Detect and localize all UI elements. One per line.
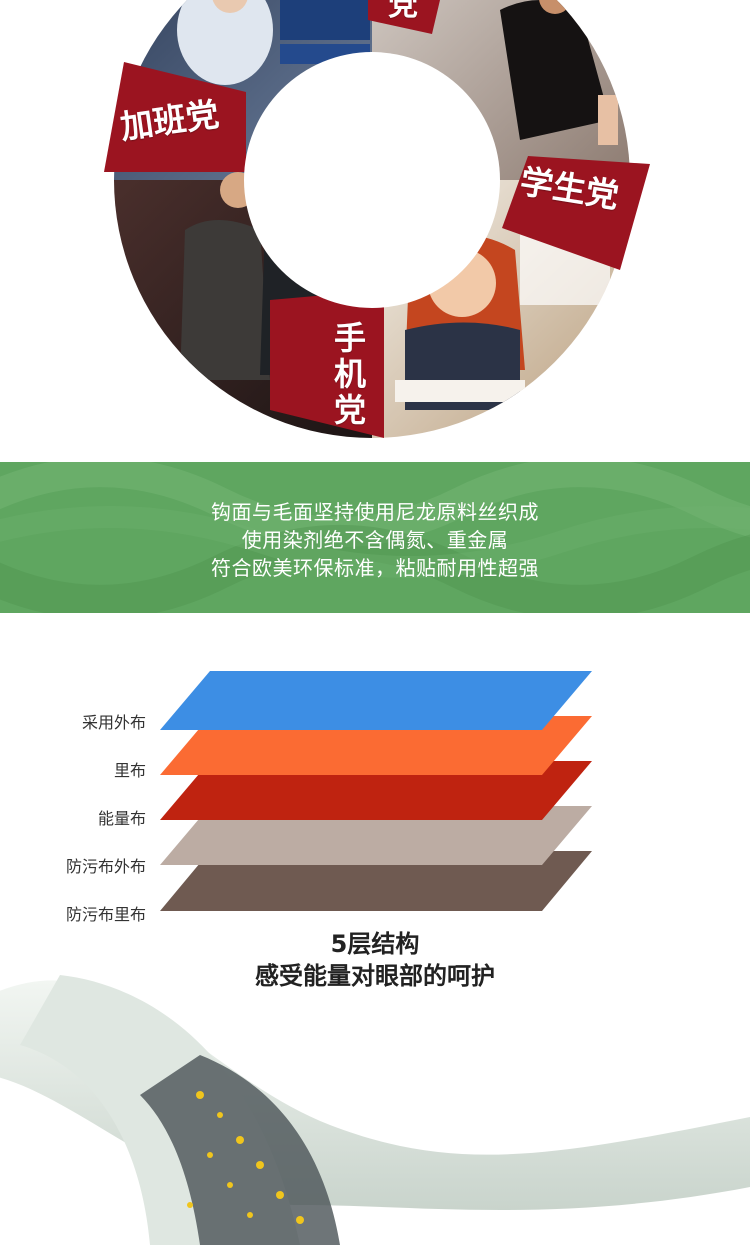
material-info-band: 钩面与毛面坚持使用尼龙原料丝织成 使用染剂绝不含偶氮、重金属 符合欧美环保标准，… [0, 462, 750, 613]
material-description: 钩面与毛面坚持使用尼龙原料丝织成 使用染剂绝不含偶氮、重金属 符合欧美环保标准，… [0, 498, 750, 582]
segment-label-top: 党 [388, 0, 418, 23]
wheel-center [244, 52, 500, 308]
persona-wheel [104, 0, 650, 438]
layer-sheet-0 [160, 671, 592, 730]
material-line: 使用染剂绝不含偶氮、重金属 [241, 528, 509, 552]
layer-label-lining: 里布 [113, 761, 146, 780]
segment-label-phone: 手机党 [333, 319, 366, 429]
layer-sheet-1 [160, 716, 592, 775]
layer-label-antifouling-inner: 防污布里布 [65, 905, 146, 924]
layer-label-antifouling-outer: 防污布外布 [65, 857, 146, 876]
layer-label-outer: 采用外布 [81, 713, 146, 732]
layer-sheet-3 [160, 806, 592, 865]
layer-sheet-4 [160, 851, 592, 911]
weave-texture [0, 462, 750, 613]
banner-phone [270, 290, 384, 438]
banner-overtime [104, 62, 246, 172]
banner-student [502, 156, 650, 270]
banner-top [368, 0, 440, 34]
fiber-illustration [0, 975, 750, 1245]
layer-label-energy: 能量布 [97, 809, 146, 828]
layer-structure-section: 采用外布 里布 能量布 防污布外布 防污布里布 5层结构 感受能量对眼部的呵护 [0, 613, 750, 1245]
structure-subtitle: 感受能量对眼部的呵护 [255, 962, 495, 990]
material-line: 符合欧美环保标准，粘贴耐用性超强 [211, 556, 539, 580]
layer-stack [160, 671, 592, 911]
persona-wheel-section: 党 加班党 学生党 手机党 [0, 0, 750, 462]
structure-title: 5层结构 [330, 930, 420, 958]
material-line: 钩面与毛面坚持使用尼龙原料丝织成 [211, 500, 539, 524]
layer-sheet-2 [160, 761, 592, 820]
